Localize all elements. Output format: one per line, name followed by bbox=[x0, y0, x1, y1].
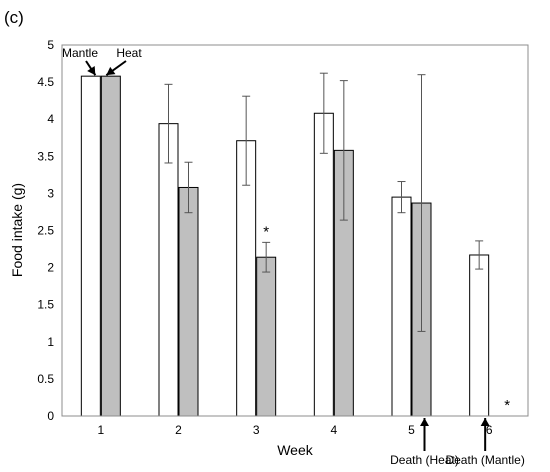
x-tick-label: 1 bbox=[97, 423, 104, 437]
death-label: Death (Mantle) bbox=[445, 453, 524, 467]
y-tick-label: 0 bbox=[47, 409, 54, 423]
legend-mantle-arrow bbox=[85, 60, 97, 76]
error-bar-mantle-week-6 bbox=[475, 240, 484, 270]
x-axis-title: Week bbox=[277, 442, 314, 458]
legend-heat-arrow bbox=[105, 60, 127, 76]
y-tick-label: 1.5 bbox=[37, 298, 54, 312]
y-tick-label: 3.5 bbox=[37, 149, 54, 163]
y-tick-label: 0.5 bbox=[37, 372, 54, 386]
x-tick-label: 5 bbox=[408, 423, 415, 437]
error-bar-mantle-week-4 bbox=[319, 72, 328, 154]
x-tick-label: 4 bbox=[330, 423, 337, 437]
y-axis-title: Food intake (g) bbox=[9, 183, 25, 277]
bar-heat-week-1 bbox=[100, 75, 121, 417]
bar-mantle-week-2 bbox=[158, 123, 179, 417]
error-bar-mantle-week-3 bbox=[242, 95, 251, 186]
x-axis: 1 2 3 4 5 6 bbox=[97, 423, 492, 437]
death-label: Death (Heat) bbox=[390, 453, 459, 467]
x-tick-label: 3 bbox=[253, 423, 260, 437]
error-bar-mantle-week-5 bbox=[397, 181, 406, 214]
y-tick-label: 2.5 bbox=[37, 224, 54, 238]
error-bar-heat-week-5 bbox=[417, 74, 426, 332]
error-bar-heat-week-3 bbox=[262, 241, 271, 273]
bars bbox=[80, 75, 490, 417]
legend-heat-label: Heat bbox=[116, 46, 142, 60]
y-tick-label: 4.5 bbox=[37, 75, 54, 89]
error-bar-heat-week-2 bbox=[184, 161, 193, 214]
bar-mantle-week-4 bbox=[313, 112, 334, 417]
annotations: Mantle Heat * * Death (Heat)Death (Mantle) bbox=[62, 46, 525, 467]
y-tick-label: 2 bbox=[47, 261, 54, 275]
error-bar-mantle-week-2 bbox=[164, 83, 173, 164]
death-arrow bbox=[480, 418, 490, 451]
y-tick-label: 3 bbox=[47, 186, 54, 200]
y-tick-label: 4 bbox=[47, 112, 54, 126]
plot-frame bbox=[61, 44, 529, 417]
y-tick-label: 1 bbox=[47, 335, 54, 349]
bar-mantle-week-5 bbox=[391, 196, 412, 417]
panel-label: (c) bbox=[4, 8, 24, 27]
x-tick-label: 6 bbox=[486, 423, 493, 437]
y-axis: 0 0.5 1 1.5 2 2.5 3 3.5 4 4.5 5 bbox=[37, 38, 54, 423]
bar-heat-week-3 bbox=[256, 256, 277, 417]
significance-star: * bbox=[263, 223, 269, 240]
bar-mantle-week-6 bbox=[469, 254, 490, 417]
significance-star: * bbox=[504, 397, 510, 414]
error-bar-heat-week-4 bbox=[339, 80, 348, 221]
legend-mantle-label: Mantle bbox=[62, 46, 98, 60]
bar-heat-week-2 bbox=[178, 186, 199, 417]
bar-mantle-week-1 bbox=[80, 75, 101, 417]
y-tick-label: 5 bbox=[47, 38, 54, 52]
x-tick-label: 2 bbox=[175, 423, 182, 437]
error-bars bbox=[164, 72, 484, 332]
death-arrow bbox=[420, 418, 429, 451]
